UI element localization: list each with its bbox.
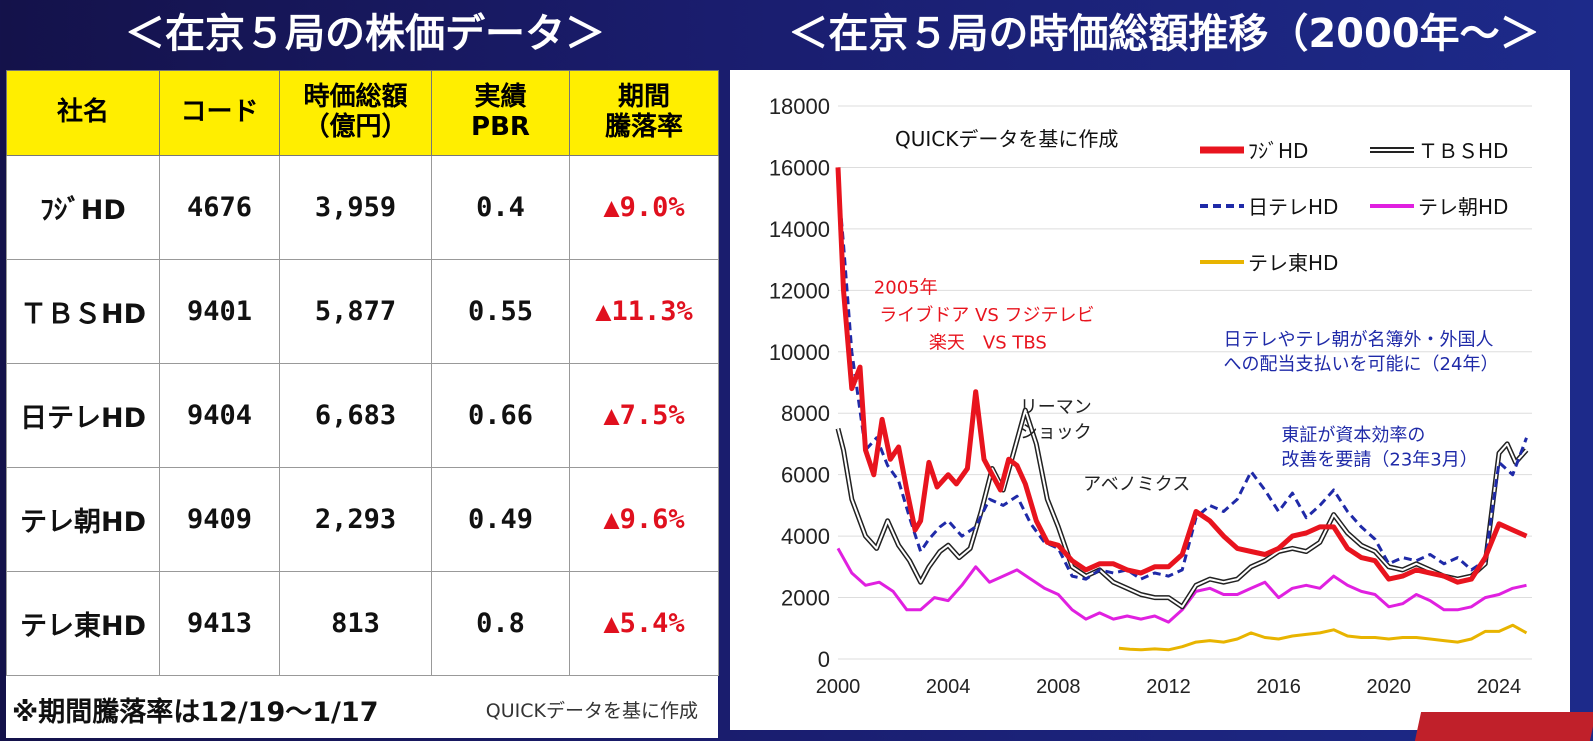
header-market-cap: 時価総額 （億円） [279, 70, 432, 156]
stock-data-table-panel: 社名 コード 時価総額 （億円） 実績 PBR 期間 騰落率 ﾌｼﾞHD 467… [6, 70, 719, 738]
y-tick-label: 6000 [781, 463, 830, 488]
table-footnote: ※期間騰落率は12/19～1/17 QUICKデータを基に作成 [6, 676, 718, 738]
series-line-ntv [836, 179, 1528, 581]
company-name: ﾌｼﾞHD [6, 155, 160, 260]
market-cap: 2,293 [279, 467, 432, 572]
market-cap: 6,683 [279, 363, 432, 468]
legend-label: テレ東HD [1248, 251, 1338, 275]
stock-data-table: 社名 コード 時価総額 （億円） 実績 PBR 期間 騰落率 ﾌｼﾞHD 467… [6, 70, 719, 676]
change-rate: ▲9.0% [569, 155, 719, 260]
y-tick-label: 16000 [769, 155, 830, 180]
market-cap-chart-panel: 0 2000 4000 6000 8000 10000 12000 14000 16000 180… [730, 70, 1570, 730]
chart-annotation: ライブドア VS フジテレビ [879, 304, 1094, 326]
x-tick-label: 2004 [926, 676, 971, 698]
market-cap: 813 [279, 571, 432, 676]
company-name: テレ朝HD [6, 467, 160, 572]
y-tick-label: 12000 [769, 278, 830, 303]
chart-annotation: ショック [1020, 422, 1092, 443]
x-tick-label: 2000 [816, 676, 861, 698]
stock-code: 9409 [159, 467, 280, 572]
x-tick-label: 2008 [1036, 676, 1081, 698]
y-tick-label: 14000 [769, 217, 830, 242]
right-panel-title: ＜在京５局の時価総額推移（2000年～＞ [788, 11, 1540, 57]
series-line-fuji [835, 167, 1528, 585]
y-tick-label: 8000 [781, 401, 830, 426]
header-change: 期間 騰落率 [569, 70, 719, 156]
series-line-tv-tokyo [1118, 623, 1528, 652]
change-rate: ▲5.4% [569, 571, 719, 676]
header-company: 社名 [6, 70, 160, 156]
stock-code: 9413 [159, 571, 280, 676]
chart-annotation: 東証が資本効率の [1281, 425, 1425, 446]
x-tick-label: 2020 [1367, 676, 1412, 698]
company-name: テレ東HD [6, 571, 160, 676]
chart-annotation: 楽天 VS TBS [929, 333, 1047, 354]
change-rate: ▲11.3% [569, 259, 719, 364]
stock-code: 9404 [159, 363, 280, 468]
change-rate: ▲9.6% [569, 467, 719, 572]
presenter-badge [1414, 712, 1593, 741]
chart-annotation: リーマン [1020, 397, 1092, 418]
chart-annotation: 日テレやテレ朝が名簿外・外国人 [1224, 330, 1494, 351]
table-row: ﾌｼﾞHD 4676 3,959 0.4 ▲9.0% [6, 155, 719, 260]
chart-source-note: QUICKデータを基に作成 [895, 127, 1118, 151]
chart-annotation: への配当支払いを可能に（24年） [1224, 354, 1499, 375]
table-source: QUICKデータを基に作成 [485, 700, 698, 722]
series-line-tbs-inner [837, 409, 1528, 608]
period-note: ※期間騰落率は12/19～1/17 [12, 697, 379, 728]
y-tick-label: 2000 [781, 586, 830, 611]
stock-code: 9401 [159, 259, 280, 364]
header-code: コード [159, 70, 280, 156]
table-row: テレ朝HD 9409 2,293 0.49 ▲9.6% [6, 467, 719, 572]
legend-label: ﾌｼﾞHD [1248, 139, 1308, 163]
y-tick-label: 18000 [769, 94, 830, 119]
pbr-value: 0.66 [431, 363, 570, 468]
chart-annotation: 2005年 [874, 277, 938, 298]
series-line-tv-asahi [836, 547, 1527, 624]
header-pbr: 実績 PBR [431, 70, 570, 156]
market-cap: 3,959 [279, 155, 432, 260]
pbr-value: 0.49 [431, 467, 570, 572]
x-tick-label: 2012 [1146, 676, 1191, 698]
x-tick-label: 2016 [1256, 676, 1301, 698]
y-tick-label: 4000 [781, 524, 830, 549]
market-cap-line-chart: 0 2000 4000 6000 8000 10000 12000 14000 16000 180… [769, 94, 1532, 698]
x-tick-label: 2024 [1477, 676, 1522, 698]
market-cap: 5,877 [279, 259, 432, 364]
legend-label: ＴＢＳHD [1418, 139, 1508, 163]
y-tick-label: 0 [818, 647, 830, 672]
company-name: ＴＢＳHD [6, 259, 160, 364]
company-name: 日テレHD [6, 363, 160, 468]
stock-code: 4676 [159, 155, 280, 260]
legend-label: テレ朝HD [1418, 195, 1508, 219]
y-tick-label: 10000 [769, 340, 830, 365]
change-rate: ▲7.5% [569, 363, 719, 468]
table-row: テレ東HD 9413 813 0.8 ▲5.4% [6, 571, 719, 676]
pbr-value: 0.55 [431, 259, 570, 364]
pbr-value: 0.4 [431, 155, 570, 260]
legend-label: 日テレHD [1248, 195, 1338, 219]
pbr-value: 0.8 [431, 571, 570, 676]
left-panel-title: ＜在京５局の株価データ＞ [125, 11, 605, 57]
chart-annotation: 改善を要請（23年3月） [1281, 449, 1477, 470]
table-row: ＴＢＳHD 9401 5,877 0.55 ▲11.3% [6, 259, 719, 364]
chart-annotation: アベノミクス [1083, 474, 1190, 495]
table-row: 日テレHD 9404 6,683 0.66 ▲7.5% [6, 363, 719, 468]
